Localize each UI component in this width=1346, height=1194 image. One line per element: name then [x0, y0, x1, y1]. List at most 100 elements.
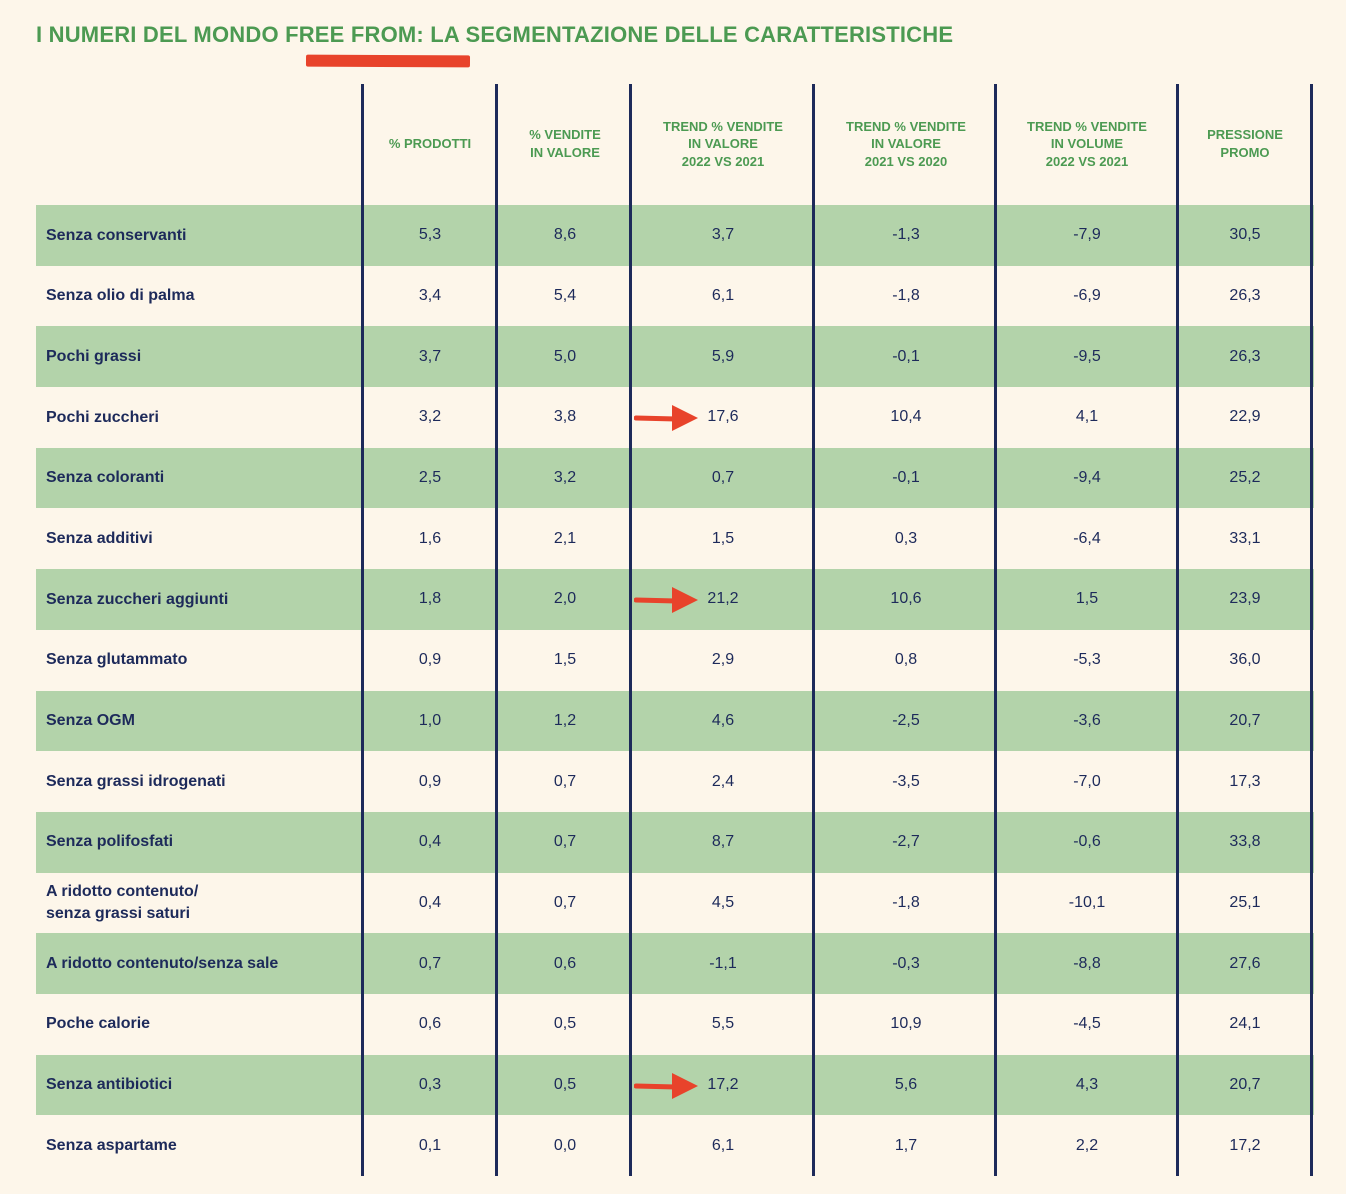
cell-trend-volume-2022: 4,3 [1075, 1075, 1099, 1093]
cell-trend-value-2021: -0,1 [892, 469, 920, 487]
column-header-trend-value-2021: TREND % VENDITE IN VALORE 2021 VS 2020 [846, 118, 966, 169]
table-row: Senza coloranti 2,5 3,2 0,7 -0,1 -9,4 25,2 [36, 447, 1314, 509]
column-divider [629, 84, 632, 1176]
cell-promo-pressure: 33,8 [1229, 833, 1261, 851]
cell-trend-volume-2022: -6,9 [1073, 287, 1101, 305]
row-label: Senza aspartame [46, 1136, 177, 1154]
column-header-promo-pressure: PRESSIONE PROMO [1207, 127, 1283, 160]
cell-promo-pressure: 36,0 [1229, 651, 1261, 669]
highlight-arrow-icon [634, 1072, 698, 1099]
row-label: Senza OGM [46, 712, 135, 730]
column-header-trend-volume-2022: TREND % VENDITE IN VOLUME 2022 VS 2021 [1027, 118, 1147, 169]
row-label: Senza conservanti [46, 226, 187, 244]
row-label: Senza olio di palma [46, 287, 195, 305]
cell-pct-sales-value: 2,0 [553, 590, 577, 608]
cell-promo-pressure: 17,3 [1229, 772, 1261, 790]
table-row: Senza polifosfati 0,4 0,7 8,7 -2,7 -0,6 33,8 [36, 811, 1314, 873]
cell-pct-sales-value: 0,5 [553, 1015, 577, 1033]
cell-pct-products: 0,9 [418, 651, 442, 669]
cell-promo-pressure: 26,3 [1229, 347, 1261, 365]
cell-pct-products: 0,1 [418, 1136, 442, 1154]
cell-pct-products: 2,5 [418, 469, 442, 487]
row-label: A ridotto contenuto/ senza grassi saturi [46, 883, 199, 922]
cell-trend-value-2021: 5,6 [894, 1075, 918, 1093]
highlight-arrow-icon [634, 587, 698, 614]
table-row: Poche calorie 0,6 0,5 5,5 10,9 -4,5 24,1 [36, 994, 1314, 1055]
cell-pct-sales-value: 1,5 [553, 651, 577, 669]
cell-trend-value-2022: 6,1 [711, 287, 735, 305]
cell-trend-value-2022: 2,4 [711, 772, 735, 790]
cell-trend-volume-2022: 1,5 [1075, 590, 1099, 608]
cell-pct-sales-value: 5,0 [553, 347, 577, 365]
row-label: Senza antibiotici [46, 1076, 173, 1094]
cell-trend-value-2021: 1,7 [894, 1136, 918, 1154]
table-row: Senza grassi idrogenati 0,9 0,7 2,4 -3,5 -7,0… [36, 751, 1314, 812]
cell-trend-value-2021: -1,8 [892, 893, 920, 911]
cell-promo-pressure: 26,3 [1229, 287, 1261, 305]
table-row: Senza OGM 1,0 1,2 4,6 -2,5 -3,6 20,7 [36, 690, 1314, 752]
cell-trend-value-2021: 0,8 [894, 651, 918, 669]
table-row: A ridotto contenuto/ senza grassi saturi… [36, 873, 1314, 934]
cell-trend-value-2021: -0,1 [892, 347, 920, 365]
row-label: Poche calorie [46, 1015, 151, 1033]
table-row: Senza olio di palma 3,4 5,4 6,1 -1,8 -6,9 26,3 [36, 266, 1314, 327]
row-label: Senza grassi idrogenati [46, 772, 226, 790]
cell-trend-value-2022: 17,6 [707, 408, 739, 426]
column-header-pct-products: % PRODOTTI [388, 136, 472, 152]
row-label: Senza coloranti [46, 469, 165, 487]
cell-promo-pressure: 25,2 [1229, 469, 1261, 487]
cell-pct-products: 1,6 [418, 529, 442, 547]
cell-pct-sales-value: 1,2 [553, 711, 577, 729]
cell-trend-volume-2022: -7,0 [1073, 772, 1101, 790]
cell-trend-volume-2022: -8,8 [1073, 954, 1101, 972]
cell-pct-products: 1,0 [418, 711, 442, 729]
cell-trend-volume-2022: -4,5 [1073, 1015, 1101, 1033]
cell-promo-pressure: 22,9 [1229, 408, 1261, 426]
cell-trend-volume-2022: 4,1 [1075, 408, 1099, 426]
cell-trend-value-2021: 10,6 [890, 590, 922, 608]
table-row: Senza antibiotici 0,3 0,5 17,2 5,6 4,3 20,7 [36, 1054, 1314, 1116]
cell-trend-value-2022: 2,9 [711, 651, 735, 669]
table-header: % PRODOTTI % VENDITE IN VALORE TREND % VEN… [0, 84, 1346, 204]
cell-promo-pressure: 20,7 [1229, 711, 1261, 729]
table-row: Pochi zuccheri 3,2 3,8 17,6 10,4 4,1 22,9 [36, 387, 1314, 448]
cell-trend-value-2022: 17,2 [707, 1075, 739, 1093]
cell-trend-value-2022: 4,6 [711, 711, 735, 729]
cell-trend-value-2022: 6,1 [711, 1136, 735, 1154]
cell-trend-value-2021: -2,5 [892, 711, 920, 729]
cell-pct-sales-value: 0,7 [553, 893, 577, 911]
cell-pct-sales-value: 3,8 [553, 408, 577, 426]
table-row: Senza aspartame 0,1 0,0 6,1 1,7 2,2 17,2 [36, 1115, 1314, 1176]
cell-pct-products: 0,6 [418, 1015, 442, 1033]
highlight-underline [305, 54, 471, 68]
cell-pct-sales-value: 0,0 [553, 1136, 577, 1154]
table-row: Senza glutammato 0,9 1,5 2,9 0,8 -5,3 36,0 [36, 630, 1314, 691]
cell-pct-sales-value: 0,7 [553, 833, 577, 851]
cell-pct-products: 5,3 [418, 226, 442, 244]
cell-trend-value-2021: 10,9 [890, 1015, 922, 1033]
cell-trend-volume-2022: -0,6 [1073, 833, 1101, 851]
cell-trend-value-2022: 4,5 [711, 893, 735, 911]
cell-pct-sales-value: 0,5 [553, 1075, 577, 1093]
cell-trend-value-2021: 10,4 [890, 408, 922, 426]
table-row: Pochi grassi 3,7 5,0 5,9 -0,1 -9,5 26,3 [36, 326, 1314, 388]
column-header-trend-value-2022: TREND % VENDITE IN VALORE 2022 VS 2021 [663, 118, 783, 169]
cell-pct-products: 1,8 [418, 590, 442, 608]
cell-trend-value-2021: -1,8 [892, 287, 920, 305]
cell-trend-volume-2022: -9,5 [1073, 347, 1101, 365]
cell-trend-value-2022: 8,7 [711, 833, 735, 851]
column-divider [495, 84, 498, 1176]
column-divider [1176, 84, 1179, 1176]
data-table: Senza conservanti 5,3 8,6 3,7 -1,3 -7,9 30,5 Se… [36, 205, 1314, 1176]
cell-trend-volume-2022: -6,4 [1073, 529, 1101, 547]
cell-pct-products: 3,2 [418, 408, 442, 426]
page-title: I NUMERI DEL MONDO FREE FROM: LA SEGMENT… [36, 22, 954, 47]
cell-promo-pressure: 24,1 [1229, 1015, 1261, 1033]
column-divider [1310, 84, 1313, 1176]
cell-trend-value-2022: 0,7 [711, 469, 735, 487]
cell-pct-products: 0,3 [418, 1075, 442, 1093]
cell-trend-value-2022: 21,2 [707, 590, 739, 608]
cell-trend-value-2021: -0,3 [892, 954, 920, 972]
row-label: A ridotto contenuto/senza sale [46, 954, 279, 972]
cell-promo-pressure: 25,1 [1229, 893, 1261, 911]
